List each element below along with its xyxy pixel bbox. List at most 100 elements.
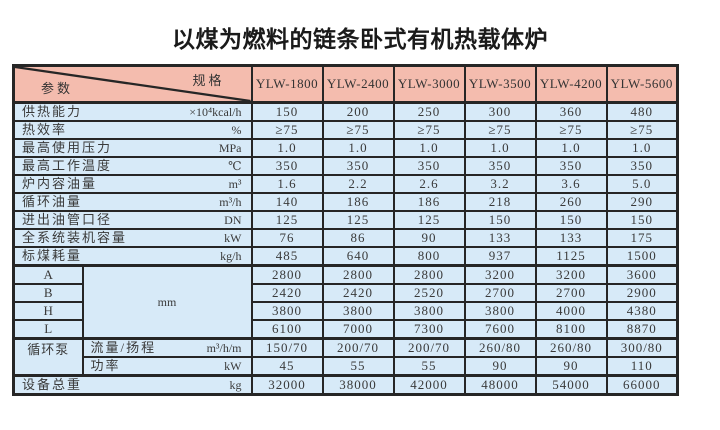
table-row-installed-capacity: 全系统装机容量 kW 76 86 90 133 133 175: [12, 228, 679, 248]
value-cell: 360: [534, 101, 608, 122]
value-cell: 140: [250, 192, 324, 212]
value-cell: 7300: [392, 319, 466, 340]
param-label: 炉内容油量: [22, 176, 98, 191]
value-cell: 186: [392, 192, 466, 212]
value-cell: 5.0: [605, 174, 679, 194]
value-cell: 350: [605, 156, 679, 176]
param-unit: m³: [228, 177, 242, 191]
value-cell: 150: [534, 210, 608, 230]
value-cell: 42000: [392, 374, 466, 396]
value-cell: 200/70: [321, 337, 395, 358]
spec-table: 规格 参数 YLW-1800 YLW-2400 YLW-3000 YLW-350…: [12, 64, 679, 396]
value-cell: 200/70: [392, 337, 466, 358]
table-row-dim-l: L 6100 7000 7300 7600 8100 8870: [12, 319, 679, 340]
value-cell: 3.6: [534, 174, 608, 194]
value-cell: 3200: [534, 264, 608, 285]
dim-label: L: [12, 319, 84, 340]
param-label: 标煤耗量: [22, 248, 83, 263]
value-cell: 350: [321, 156, 395, 176]
value-cell: 3600: [605, 264, 679, 285]
value-cell: 350: [534, 156, 608, 176]
table-row-total-weight: 设备总重 kg 32000 38000 42000 48000 54000 66…: [12, 374, 679, 396]
param-label: 热效率: [22, 122, 68, 137]
value-cell: 2800: [392, 264, 466, 285]
param-cell: 全系统装机容量 kW: [12, 228, 253, 248]
param-cell: 功率 kW: [81, 356, 253, 377]
value-cell: 150: [250, 101, 324, 122]
value-cell: 45: [250, 356, 324, 377]
value-cell: 937: [463, 246, 537, 267]
value-cell: 90: [392, 228, 466, 248]
table-row-furnace-oil-volume: 炉内容油量 m³ 1.6 2.2 2.6 3.2 3.6 5.0: [12, 174, 679, 194]
param-label: 流量/扬程: [90, 340, 157, 355]
value-cell: 1.6: [250, 174, 324, 194]
value-cell: 3800: [321, 301, 395, 321]
value-cell: ≥75: [392, 120, 466, 140]
value-cell: 175: [605, 228, 679, 248]
value-cell: 186: [321, 192, 395, 212]
param-label: 进出油管口径: [22, 212, 113, 227]
value-cell: 350: [250, 156, 324, 176]
value-cell: 8100: [534, 319, 608, 340]
param-unit: kg/h: [220, 249, 242, 263]
value-cell: 150: [463, 210, 537, 230]
table-row-max-temperature: 最高工作温度 ℃ 350 350 350 350 350 350: [12, 156, 679, 176]
param-cell: 最高使用压力 MPa: [12, 138, 253, 158]
value-cell: 2900: [605, 283, 679, 303]
header-row: 规格 参数 YLW-1800 YLW-2400 YLW-3000 YLW-350…: [12, 64, 679, 104]
value-cell: 350: [392, 156, 466, 176]
value-cell: 1.0: [534, 138, 608, 158]
value-cell: 2.6: [392, 174, 466, 194]
value-cell: 133: [463, 228, 537, 248]
table-row-dim-a: A mm 2800 2800 2800 3200 3200 3600: [12, 264, 679, 340]
value-cell: 125: [392, 210, 466, 230]
dim-unit-cell: mm: [81, 264, 253, 340]
param-cell: 最高工作温度 ℃: [12, 156, 253, 176]
value-cell: 4000: [534, 301, 608, 321]
table-row-heating-capacity: 供热能力 ×10⁴kcal/h 150 200 250 300 360 480: [12, 101, 679, 122]
value-cell: 480: [605, 101, 679, 122]
value-cell: 55: [392, 356, 466, 377]
value-cell: 1.0: [392, 138, 466, 158]
value-cell: 260/80: [463, 337, 537, 358]
page-title: 以煤为燃料的链条卧式有机热载体炉: [172, 27, 548, 53]
value-cell: 3200: [463, 264, 537, 285]
value-cell: 4380: [605, 301, 679, 321]
value-cell: 7000: [321, 319, 395, 340]
pump-label: 循环泵: [12, 337, 84, 377]
value-cell: 3800: [463, 301, 537, 321]
param-unit: %: [231, 123, 242, 137]
value-cell: 1500: [605, 246, 679, 267]
param-unit: kW: [224, 231, 242, 245]
value-cell: 6100: [250, 319, 324, 340]
value-cell: 2520: [392, 283, 466, 303]
value-cell: 90: [534, 356, 608, 377]
param-cell: 炉内容油量 m³: [12, 174, 253, 194]
value-cell: 125: [250, 210, 324, 230]
value-cell: 2700: [463, 283, 537, 303]
value-cell: 125: [321, 210, 395, 230]
value-cell: 1.0: [250, 138, 324, 158]
value-cell: 7600: [463, 319, 537, 340]
table-row-dim-h: H 3800 3800 3800 3800 4000 4380: [12, 301, 679, 321]
corner-cell: 规格 参数: [12, 64, 253, 104]
param-unit: m³/h/m: [206, 341, 242, 355]
param-label: 功率: [90, 358, 121, 373]
param-unit: m³/h: [219, 195, 242, 209]
model-header: YLW-3000: [392, 64, 466, 104]
value-cell: 250: [392, 101, 466, 122]
dim-label: H: [12, 301, 84, 321]
value-cell: ≥75: [463, 120, 537, 140]
value-cell: 32000: [250, 374, 324, 396]
value-cell: 76: [250, 228, 324, 248]
value-cell: 200: [321, 101, 395, 122]
value-cell: 1125: [534, 246, 608, 267]
value-cell: 3800: [392, 301, 466, 321]
table-row-max-pressure: 最高使用压力 MPa 1.0 1.0 1.0 1.0 1.0 1.0: [12, 138, 679, 158]
dim-label: B: [12, 283, 84, 303]
param-label: 循环油量: [22, 194, 83, 209]
model-header: YLW-2400: [321, 64, 395, 104]
value-cell: 2420: [250, 283, 324, 303]
corner-spec-label: 规格: [192, 73, 225, 88]
